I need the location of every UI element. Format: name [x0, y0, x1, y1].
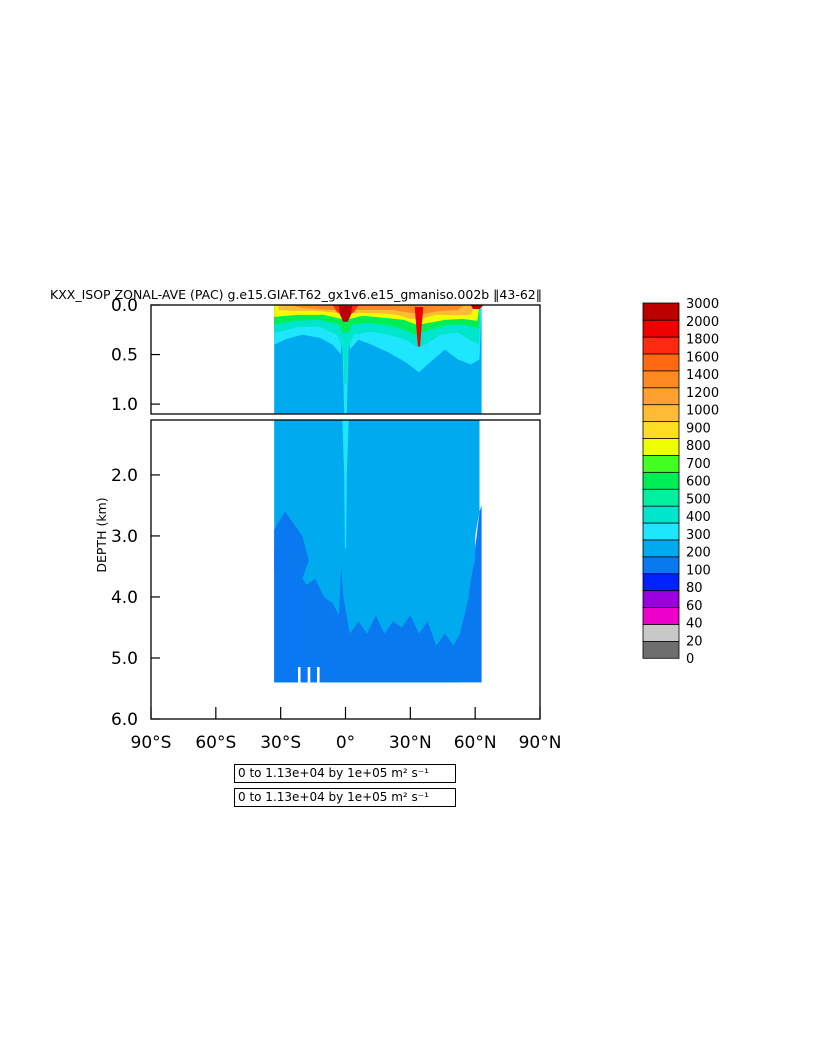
y-axis-label: DEPTH (km) [94, 497, 109, 572]
colorbar-label: 700 [686, 457, 711, 472]
y-tick-label: 0.5 [111, 346, 138, 366]
x-tick-label: 90°N [519, 733, 562, 753]
colorbar-label: 1200 [686, 386, 719, 401]
y-tick-label: 1.0 [111, 395, 138, 415]
y-tick-label: 4.0 [111, 588, 138, 608]
y-tick-label: 2.0 [111, 466, 138, 486]
colorbar-swatch [642, 319, 680, 338]
lower-region-300-north-slope [464, 517, 476, 591]
colorbar-label: 1400 [686, 368, 719, 383]
colorbar-swatch [642, 539, 680, 558]
colorbar-label: 2000 [686, 315, 719, 330]
axes: 90°S 60°S 30°S 0° 30°N 60°N 90°N 0.0 0.5 1.0 2.0 3.… [111, 296, 561, 753]
colorbar-swatch [642, 404, 680, 423]
colorbar-label: 1000 [686, 404, 719, 419]
colorbar-swatch [642, 589, 680, 608]
contour-info-box-1: 0 to 1.13e+04 by 1e+05 m² s⁻¹ [234, 764, 456, 783]
lower-notch-2 [307, 667, 311, 683]
upper-region-2000-north [414, 307, 424, 347]
colorbar-label: 1800 [686, 333, 719, 348]
colorbar-legend: 0 20 40 60 80 100 200 300 400 500 600 700 800 900 1000… [642, 297, 719, 667]
colorbar-label: 80 [686, 581, 703, 596]
colorbar-swatch [642, 606, 680, 625]
colorbar-swatch [642, 505, 680, 524]
colorbar-swatch [642, 471, 680, 490]
colorbar-swatch [642, 623, 680, 642]
colorbar-swatch [642, 522, 680, 541]
y-tick-label: 3.0 [111, 527, 138, 547]
colorbar-label: 400 [686, 510, 711, 525]
chart-title: KXX_ISOP ZONAL-AVE (PAC) g.e15.GIAF.T62_… [50, 287, 542, 302]
colorbar-label: 800 [686, 439, 711, 454]
upper-region-3000-coast [470, 305, 484, 309]
lower-panel-contours [274, 420, 482, 683]
contour-info-text-2: 0 to 1.13e+04 by 1e+05 m² s⁻¹ [238, 790, 429, 804]
colorbar-label: 40 [686, 617, 703, 632]
y-tick-label: 5.0 [111, 649, 138, 669]
colorbar-swatch [642, 573, 680, 592]
colorbar-label: 20 [686, 634, 703, 649]
x-tick-label: 90°S [131, 733, 172, 753]
x-tick-label: 30°N [389, 733, 432, 753]
lower-notch-1 [298, 667, 301, 683]
upper-region-400-spike [342, 332, 349, 385]
colorbar-label: 300 [686, 528, 711, 543]
colorbar-label: 3000 [686, 297, 719, 312]
colorbar-label: 100 [686, 563, 711, 578]
x-tick-label: 0° [336, 733, 355, 753]
contour-info-text-1: 0 to 1.13e+04 by 1e+05 m² s⁻¹ [238, 766, 429, 780]
lower-region-400-equator [342, 420, 349, 549]
colorbar-swatch [642, 336, 680, 355]
upper-panel-contours [274, 305, 484, 414]
colorbar-label: 600 [686, 475, 711, 490]
lower-notch-3 [317, 667, 320, 683]
colorbar-label: 900 [686, 421, 711, 436]
x-tick-label: 60°S [195, 733, 236, 753]
colorbar-label: 0 [686, 652, 694, 667]
colorbar-swatch [642, 420, 680, 439]
lower-region-200 [274, 505, 482, 683]
y-tick-label: 0.0 [111, 296, 138, 316]
y-tick-label: 6.0 [111, 710, 138, 730]
colorbar-label: 200 [686, 546, 711, 561]
colorbar-swatch [642, 556, 680, 575]
lower-region-200-patch [274, 511, 309, 579]
colorbar-swatch [642, 488, 680, 507]
colorbar-label: 60 [686, 599, 703, 614]
colorbar-swatch [642, 437, 680, 456]
x-tick-label: 30°S [260, 733, 301, 753]
colorbar-swatch [642, 454, 680, 473]
colorbar-swatch [642, 353, 680, 372]
upper-region-3000-equator [339, 306, 352, 322]
colorbar-swatch [642, 370, 680, 389]
x-tick-label: 60°N [454, 733, 497, 753]
colorbar-swatch [642, 302, 680, 321]
colorbar-swatch [642, 387, 680, 406]
colorbar-swatch [642, 640, 680, 659]
contour-info-box-2: 0 to 1.13e+04 by 1e+05 m² s⁻¹ [234, 788, 456, 807]
colorbar-label: 1600 [686, 350, 719, 365]
colorbar-label: 500 [686, 492, 711, 507]
upper-panel-frame [150, 304, 541, 415]
